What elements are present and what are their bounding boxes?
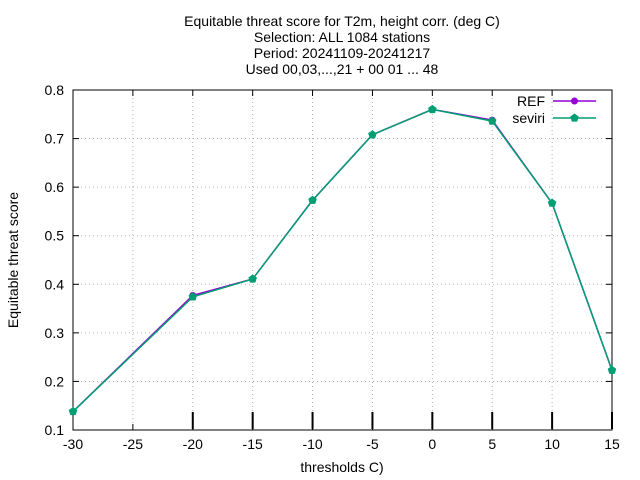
x-tick-label: -30	[63, 436, 83, 452]
data-point	[547, 198, 557, 207]
x-tick-label: -20	[183, 436, 203, 452]
title-line-1: Equitable threat score for T2m, height c…	[184, 13, 500, 29]
x-tick-label: 0	[428, 436, 436, 452]
data-point	[188, 292, 198, 301]
axes: 0.1 0.2 0.3 0.4 0.5 0.6 0.7 0.8 -30 -25 -20 -15 -10 -…	[45, 82, 620, 452]
y-tick-label: 0.1	[45, 422, 65, 438]
y-axis-label: Equitable threat score	[5, 192, 21, 328]
series-seviri	[68, 104, 617, 416]
series	[68, 104, 617, 416]
grid	[73, 90, 612, 430]
legend-label: REF	[517, 93, 545, 109]
chart-title: Equitable threat score for T2m, height c…	[184, 13, 500, 77]
title-line-2: Selection: ALL 1084 stations	[254, 29, 430, 45]
y-tick-label: 0.8	[45, 82, 65, 98]
title-line-4: Used 00,03,...,21 + 00 01 ... 48	[246, 61, 439, 77]
y-tick-label: 0.2	[45, 373, 65, 389]
series-REF	[69, 105, 616, 416]
data-point	[487, 116, 497, 125]
title-line-3: Period: 20241109-20241217	[254, 45, 431, 61]
legend-marker	[571, 97, 578, 105]
x-tick-label: 15	[604, 436, 620, 452]
legend-marker	[570, 113, 579, 122]
bottom-markers	[191, 412, 613, 429]
y-tick-label: 0.5	[45, 228, 65, 244]
y-tick-label: 0.6	[45, 179, 65, 195]
data-point	[308, 195, 317, 204]
x-tick-label: -25	[123, 436, 143, 452]
x-tick-label: -10	[302, 436, 322, 452]
data-point	[68, 407, 78, 416]
legend-label: seviri	[512, 110, 545, 126]
x-tick-label: -15	[243, 436, 263, 452]
x-tick-label: 5	[488, 436, 496, 452]
series-line	[72, 108, 613, 413]
x-axis-label: thresholds C)	[300, 459, 383, 475]
data-point	[428, 104, 437, 114]
data-point	[607, 365, 617, 374]
y-tick-label: 0.3	[45, 325, 65, 341]
y-tick-label: 0.7	[45, 131, 65, 147]
data-point	[248, 274, 257, 283]
x-tick-label: 10	[544, 436, 560, 452]
y-tick-label: 0.4	[45, 276, 65, 292]
x-tick-label: -5	[366, 436, 379, 452]
plot-frame	[72, 89, 613, 431]
series-line	[72, 108, 613, 413]
data-point	[368, 130, 377, 139]
